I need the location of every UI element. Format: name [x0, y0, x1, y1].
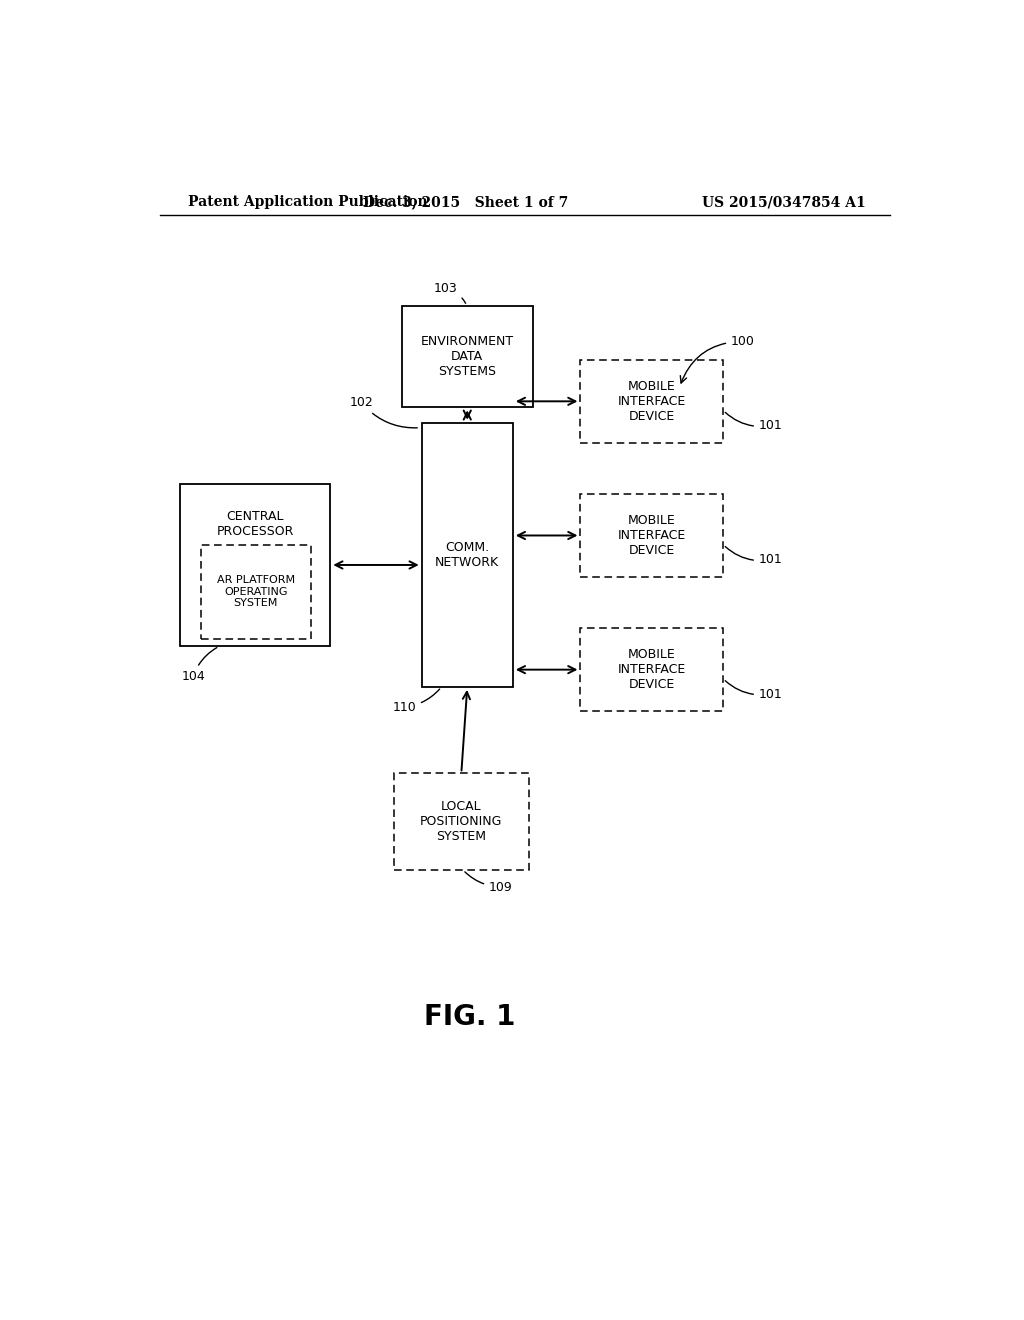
Text: 109: 109: [465, 871, 513, 894]
Bar: [422, 422, 513, 686]
Text: ENVIRONMENT
DATA
SYSTEMS: ENVIRONMENT DATA SYSTEMS: [421, 335, 514, 378]
Bar: [581, 359, 723, 444]
Text: Dec. 3, 2015   Sheet 1 of 7: Dec. 3, 2015 Sheet 1 of 7: [362, 195, 568, 209]
Text: 102: 102: [349, 396, 417, 428]
Text: COMM.
NETWORK: COMM. NETWORK: [435, 541, 500, 569]
Text: FIG. 1: FIG. 1: [424, 1003, 515, 1031]
Text: Patent Application Publication: Patent Application Publication: [187, 195, 427, 209]
Text: MOBILE
INTERFACE
DEVICE: MOBILE INTERFACE DEVICE: [617, 380, 686, 422]
Text: MOBILE
INTERFACE
DEVICE: MOBILE INTERFACE DEVICE: [617, 648, 686, 692]
Text: 101: 101: [725, 546, 782, 566]
Bar: [394, 774, 528, 870]
Text: 103: 103: [433, 282, 466, 304]
Bar: [401, 306, 532, 408]
Text: 104: 104: [181, 648, 217, 684]
Text: CENTRAL
PROCESSOR: CENTRAL PROCESSOR: [216, 510, 294, 539]
Text: 110: 110: [392, 689, 439, 714]
Text: AR PLATFORM
OPERATING
SYSTEM: AR PLATFORM OPERATING SYSTEM: [217, 576, 295, 609]
Bar: [581, 628, 723, 711]
Bar: [179, 483, 331, 647]
Text: 101: 101: [725, 412, 782, 432]
Text: 100: 100: [680, 335, 755, 383]
Bar: [581, 494, 723, 577]
Text: 101: 101: [725, 681, 782, 701]
Text: US 2015/0347854 A1: US 2015/0347854 A1: [702, 195, 866, 209]
Text: MOBILE
INTERFACE
DEVICE: MOBILE INTERFACE DEVICE: [617, 513, 686, 557]
Bar: [201, 545, 310, 639]
Text: LOCAL
POSITIONING
SYSTEM: LOCAL POSITIONING SYSTEM: [420, 800, 503, 843]
